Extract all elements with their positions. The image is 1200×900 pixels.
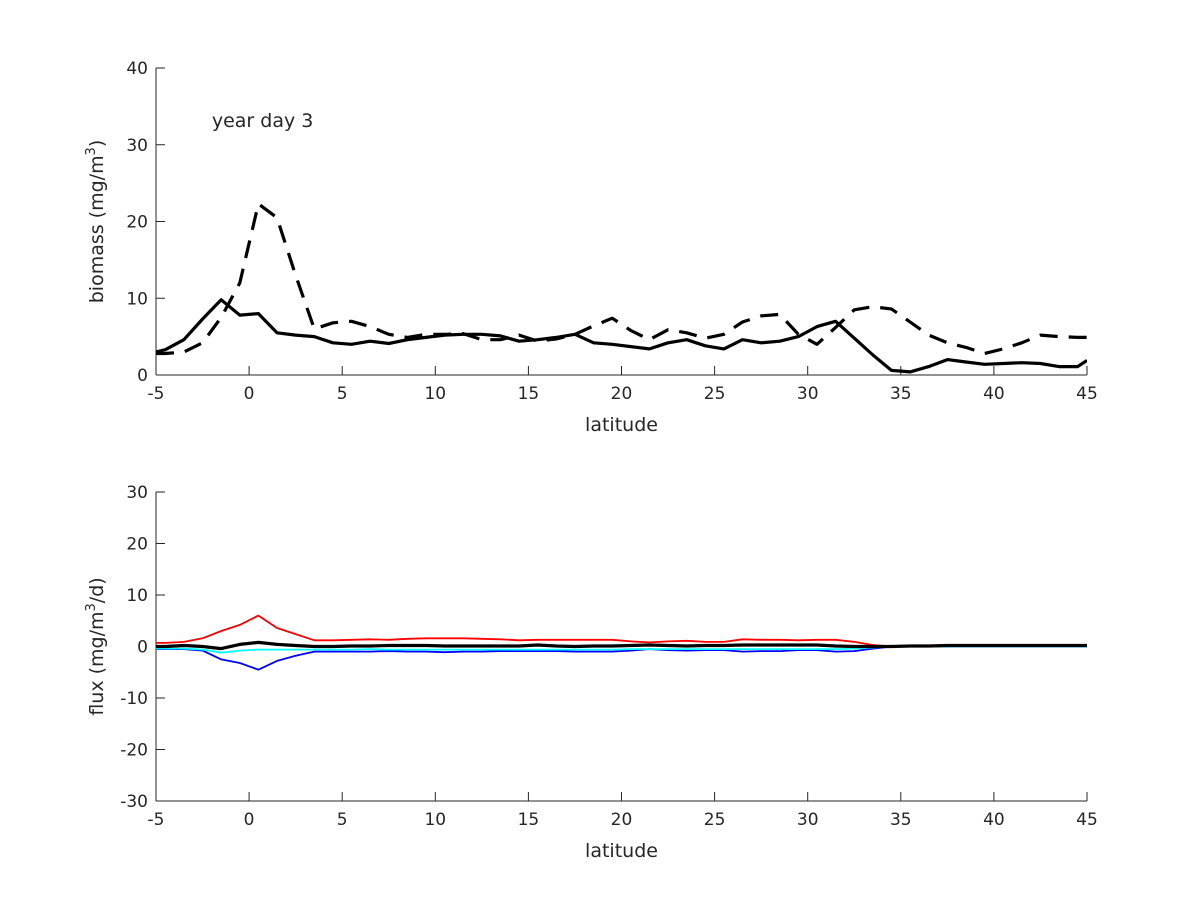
x-tick-label: 35 xyxy=(890,810,912,830)
y-tick-label: 30 xyxy=(126,136,148,156)
x-tick-label: 15 xyxy=(518,384,540,404)
x-tick-label: 0 xyxy=(244,810,255,830)
x-tick-label: 10 xyxy=(424,384,446,404)
flux-axes: -5 0 5 10 15 20 25 30 35 40 45 -30 -20 -10 0 10 20 30 lati… xyxy=(84,483,1098,862)
y-axis-label-superscript: 3 xyxy=(84,603,99,611)
x-tick-label: 5 xyxy=(337,384,348,404)
y-tick-label: 20 xyxy=(126,535,148,555)
y-tick-label: 30 xyxy=(126,483,148,503)
y-tick-label: 40 xyxy=(126,59,148,79)
y-tick-label: -30 xyxy=(120,792,148,812)
x-tick-label: -5 xyxy=(148,384,165,404)
x-tick-label: 25 xyxy=(704,384,726,404)
x-tick-label: 30 xyxy=(797,384,819,404)
x-axis-label: latitude xyxy=(585,840,658,862)
x-tick-label: 30 xyxy=(797,810,819,830)
annotation-year-day: year day 3 xyxy=(212,110,314,132)
series-red-line xyxy=(156,614,1087,648)
x-tick-label: 45 xyxy=(1076,810,1098,830)
y-tick-label: 0 xyxy=(137,366,148,386)
y-axis-label-superscript: 3 xyxy=(84,147,99,155)
x-tick-label: 35 xyxy=(890,384,912,404)
x-tick-label: 45 xyxy=(1076,384,1098,404)
series-dashed-line xyxy=(156,202,1087,356)
x-tick-label: 20 xyxy=(611,384,633,404)
y-axis-label-text: flux (mg/m xyxy=(86,611,108,715)
series-black-line xyxy=(156,640,1087,651)
x-tick-label: 0 xyxy=(244,384,255,404)
x-tick-label: -5 xyxy=(148,810,165,830)
x-tick-label: 10 xyxy=(424,810,446,830)
y-tick-label: -10 xyxy=(120,689,148,709)
y-axis-label-text: /d) xyxy=(86,577,108,603)
x-tick-label: 15 xyxy=(518,810,540,830)
y-tick-label: 20 xyxy=(126,213,148,233)
y-tick-label: -20 xyxy=(120,741,148,761)
y-tick-label: 0 xyxy=(137,638,148,658)
y-axis-label-text: ) xyxy=(86,140,108,147)
series-solid-line xyxy=(156,298,1087,374)
biomass-axes: -5 0 5 10 15 20 25 30 35 40 45010203040latitudebio… xyxy=(84,59,1098,436)
y-tick-label: 10 xyxy=(126,586,148,606)
x-tick-label: 20 xyxy=(611,810,633,830)
x-tick-label: 40 xyxy=(983,384,1005,404)
y-axis-label: flux (mg/m3/d) xyxy=(84,577,108,715)
y-axis-label-text: biomass (mg/m xyxy=(86,155,108,303)
y-axis-label: biomass (mg/m3) xyxy=(84,140,108,304)
x-axis-label: latitude xyxy=(585,414,658,436)
y-tick-label: 10 xyxy=(126,289,148,309)
x-tick-label: 40 xyxy=(983,810,1005,830)
x-tick-label: 25 xyxy=(704,810,726,830)
x-tick-label: 5 xyxy=(337,810,348,830)
